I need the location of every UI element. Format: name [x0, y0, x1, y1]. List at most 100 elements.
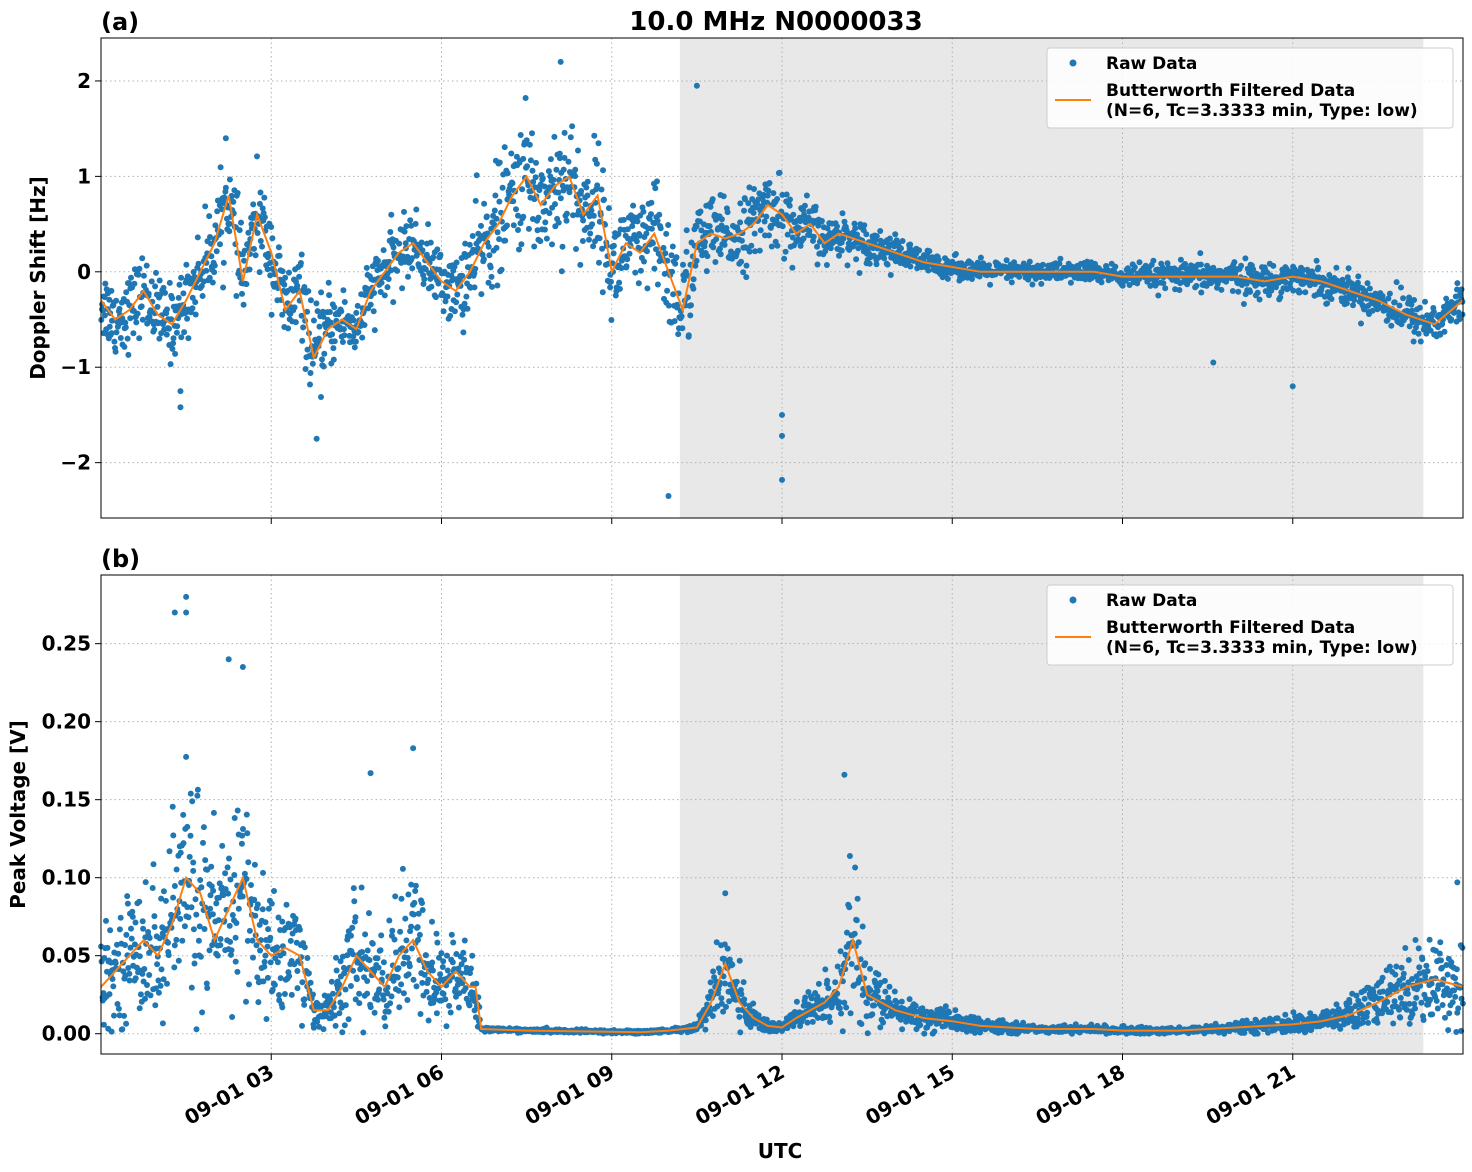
- panel-b-raw-point: [415, 937, 421, 943]
- panel-a-raw-point: [139, 255, 146, 262]
- panel-a-raw-point: [801, 202, 808, 209]
- panel-b-raw-point: [234, 968, 241, 975]
- panel-a-raw-point: [106, 296, 113, 303]
- panel-a-raw-point: [178, 274, 185, 281]
- panel-a-raw-point: [307, 370, 314, 376]
- panel-b-raw-point: [435, 985, 442, 992]
- panel-b-raw-point: [724, 945, 731, 952]
- panel-b-raw-point: [449, 959, 456, 966]
- panel-b-raw-point: [228, 947, 235, 954]
- panel-b-raw-point: [296, 926, 303, 933]
- panel-a-raw-point: [178, 334, 185, 341]
- panel-a-raw-point: [853, 256, 860, 263]
- panel-b-raw-point: [227, 938, 234, 945]
- panel-b-raw-point: [410, 911, 417, 918]
- panel-a-raw-point: [768, 243, 775, 250]
- panel-a-raw-point: [559, 182, 566, 189]
- panel-a-raw-point: [330, 345, 337, 352]
- panel-b-raw-point: [396, 1004, 403, 1011]
- panel-a-raw-point: [1413, 324, 1419, 331]
- panel-a-legend-raw-label: Raw Data: [1106, 54, 1197, 74]
- panel-a-raw-point: [557, 195, 564, 202]
- panel-b-raw-point: [804, 1019, 811, 1026]
- panel-b-raw-point: [855, 939, 862, 946]
- panel-b-raw-point: [429, 967, 436, 974]
- panel-b-raw-point: [399, 865, 406, 872]
- panel-a-raw-point: [136, 265, 143, 272]
- panel-b-raw-point: [921, 1030, 928, 1037]
- panel-a-raw-point: [757, 227, 764, 234]
- panel-a-raw-point: [814, 261, 821, 268]
- panel-a-raw-point: [838, 247, 845, 254]
- panel-a-raw-point: [339, 339, 346, 345]
- panel-a-raw-point: [370, 308, 377, 315]
- panel-a-raw-point: [297, 260, 304, 266]
- panel-b-raw-point: [443, 1023, 450, 1030]
- panel-a-raw-point: [683, 248, 690, 255]
- panel-b-raw-point: [128, 935, 135, 942]
- panel-a-raw-point: [987, 281, 994, 288]
- panel-a-raw-point: [124, 335, 131, 342]
- panel-b-raw-point: [165, 952, 172, 959]
- panel-b-raw-point: [173, 936, 180, 943]
- panel-a-raw-point: [1393, 279, 1400, 286]
- panel-a-raw-point: [256, 269, 263, 276]
- panel-a-raw-point: [489, 283, 495, 290]
- panel-b-raw-point: [217, 942, 224, 949]
- panel-a-raw-point: [977, 254, 984, 261]
- panel-a-raw-point: [412, 220, 419, 227]
- panel-b-raw-point: [400, 990, 407, 997]
- panel-b-raw-point: [192, 896, 199, 903]
- panel-b-raw-point: [217, 936, 224, 942]
- panel-a-raw-point: [697, 208, 704, 215]
- panel-a-raw-point: [486, 252, 493, 259]
- panel-b-raw-point: [709, 1013, 716, 1019]
- panel-a-raw-point: [282, 274, 289, 281]
- panel-b-raw-point: [140, 925, 147, 932]
- panel-b-raw-point: [999, 1017, 1006, 1024]
- panel-a-raw-point: [1119, 282, 1126, 289]
- panel-b-raw-point: [437, 971, 444, 978]
- panel-a-raw-point: [246, 266, 253, 273]
- panel-b-raw-point: [267, 934, 274, 941]
- panel-b-raw-point: [171, 964, 178, 971]
- panel-b-raw-point: [264, 943, 271, 950]
- panel-b-raw-point: [455, 965, 462, 972]
- panel-a-raw-point: [496, 198, 503, 205]
- panel-a-raw-point: [1197, 261, 1204, 268]
- panel-a-raw-point: [459, 311, 466, 318]
- panel-b-raw-point: [187, 790, 194, 797]
- panel-a-raw-point: [269, 235, 276, 242]
- panel-a-raw-point: [422, 266, 429, 273]
- panel-b-raw-point: [460, 949, 467, 956]
- panel-a-raw-point: [402, 240, 409, 247]
- panel-a-raw-point: [1290, 287, 1297, 294]
- panel-a-raw-point: [702, 239, 708, 246]
- panel-b-raw-point: [279, 918, 286, 925]
- panel-b-raw-point: [249, 937, 256, 944]
- panel-b-raw-point: [144, 982, 150, 988]
- panel-a-raw-point: [198, 283, 205, 289]
- panel-a-raw-point: [789, 234, 796, 241]
- panel-b-raw-point: [158, 966, 165, 973]
- panel-a-raw-point: [1155, 292, 1162, 299]
- panel-a-raw-point: [623, 263, 630, 270]
- panel-b-raw-point: [405, 971, 412, 978]
- panel-b-raw-point: [147, 992, 154, 999]
- panel-a-raw-point: [341, 332, 348, 339]
- panel-b-raw-point: [201, 926, 208, 932]
- panel-b-raw-point: [885, 994, 892, 1001]
- panel-a-raw-point: [154, 303, 161, 310]
- panel-a-raw-point: [1456, 316, 1463, 323]
- panel-a-raw-point: [226, 228, 233, 235]
- panel-a-raw-point: [147, 307, 154, 314]
- panel-a-raw-point: [800, 235, 807, 242]
- panel-a-raw-point: [537, 238, 544, 245]
- panel-b-raw-point: [271, 981, 278, 988]
- panel-a-raw-point: [584, 192, 591, 199]
- panel-a-raw-point: [492, 192, 499, 199]
- panel-a-raw-point: [644, 248, 650, 255]
- panel-a-raw-point: [302, 366, 309, 372]
- panel-b-raw-point: [224, 864, 231, 871]
- panel-a-raw-point: [851, 220, 858, 227]
